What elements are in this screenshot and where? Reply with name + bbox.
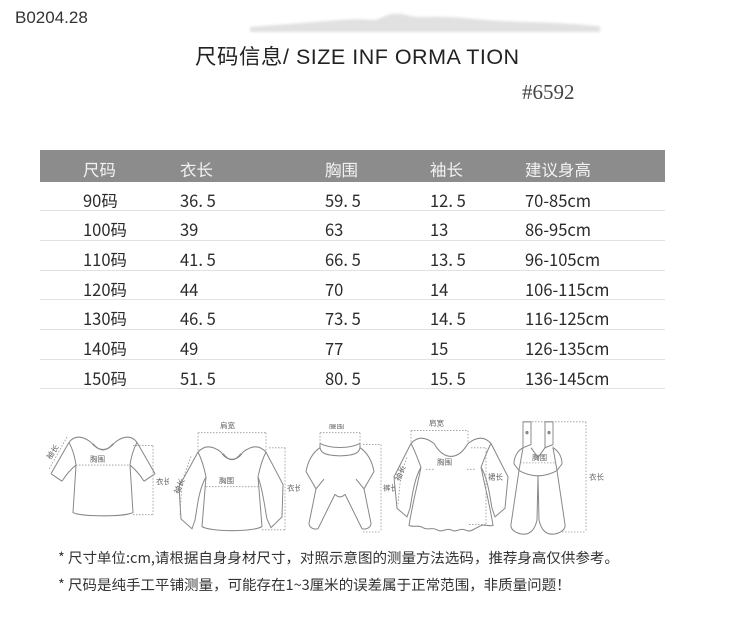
svg-text:肩宽: 肩宽: [220, 420, 235, 431]
svg-text:腰围: 腰围: [329, 424, 344, 431]
svg-text:胸围: 胸围: [90, 453, 105, 464]
svg-text:衣长: 衣长: [589, 472, 604, 483]
svg-text:胸围: 胸围: [437, 457, 452, 468]
svg-text:裙长: 裙长: [488, 472, 503, 483]
svg-text:胸围: 胸围: [219, 475, 234, 486]
svg-text:胸围: 胸围: [532, 452, 547, 463]
svg-text:袖长: 袖长: [171, 476, 187, 496]
svg-text:肩宽: 肩宽: [429, 420, 444, 430]
svg-text:袖长: 袖长: [392, 463, 408, 483]
